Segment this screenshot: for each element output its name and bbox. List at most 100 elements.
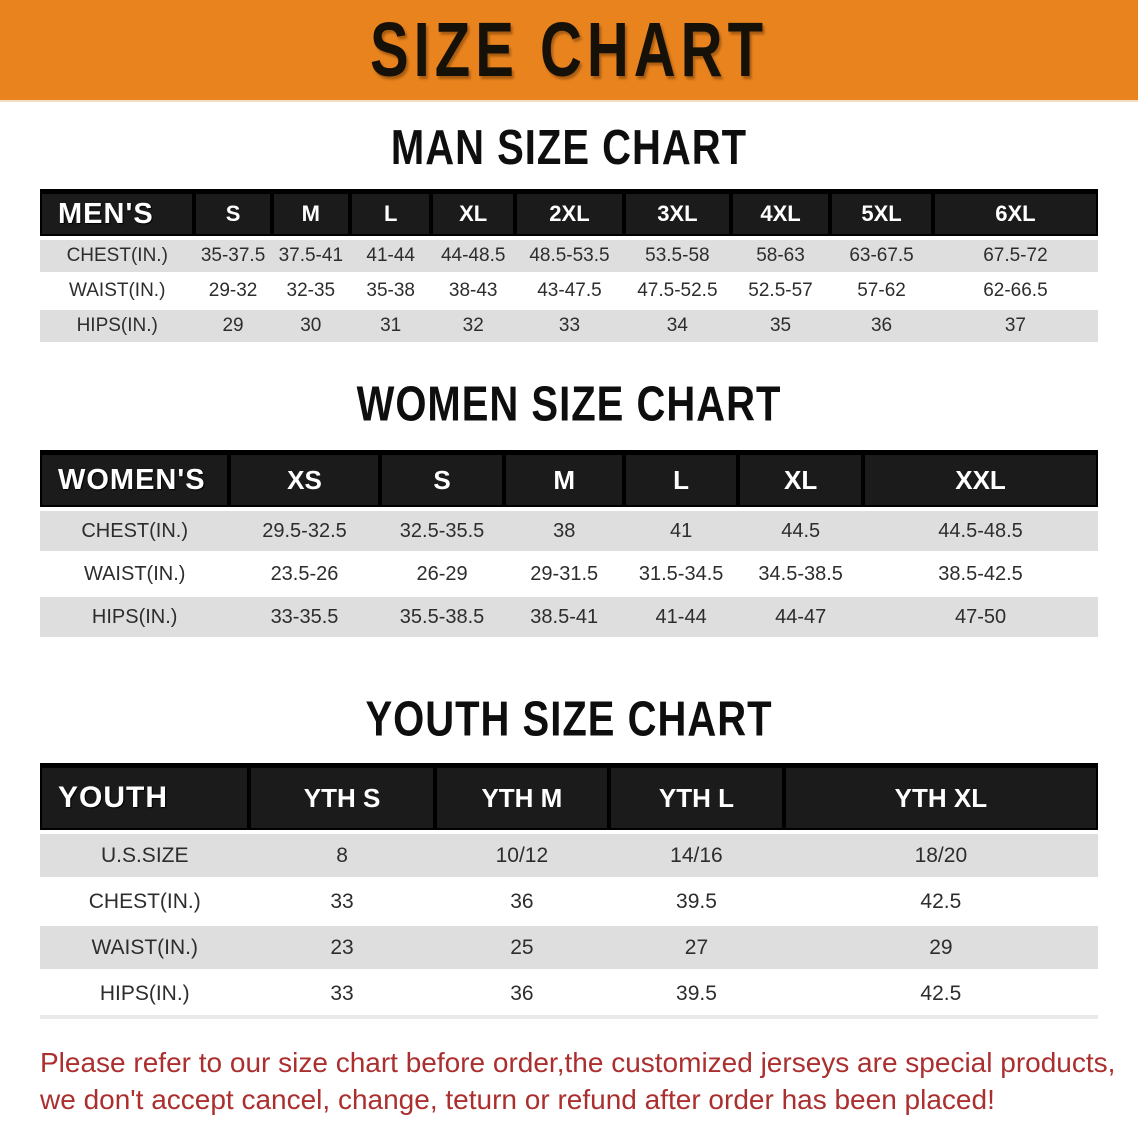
data-cell: 52.5-57 [730, 273, 831, 310]
man-size-chart-heading-text: MAN SIZE CHART [390, 121, 748, 175]
data-cell: 37 [932, 308, 1098, 345]
data-cell: 41 [624, 509, 739, 554]
data-cell: 29-31.5 [504, 552, 624, 597]
data-cell: 36 [830, 308, 933, 345]
data-cell: 23.5-26 [229, 552, 380, 597]
womens-size-table: WOMEN'S XS S M L XL XXL CHEST(IN.) 29.5-32.5 32.5… [40, 450, 1098, 640]
data-cell: 33-35.5 [229, 595, 380, 640]
data-cell: 37.5-41 [271, 238, 350, 275]
data-cell: 38.5-42.5 [863, 552, 1098, 597]
table-row: WAIST(IN.) 29-32 32-35 35-38 38-43 43-47.5 47.… [40, 273, 1098, 310]
data-cell: 58-63 [730, 238, 831, 275]
data-cell: 29 [194, 308, 272, 345]
data-cell: 39.5 [609, 878, 784, 926]
data-cell: 27 [609, 924, 784, 972]
table-row: HIPS(IN.) 33 36 39.5 42.5 [40, 970, 1098, 1019]
data-cell: 34 [623, 308, 731, 345]
data-cell: 44-48.5 [431, 238, 515, 275]
data-cell: 35 [730, 308, 831, 345]
row-label-cell: WAIST(IN.) [40, 273, 195, 310]
data-cell: 36 [434, 970, 610, 1019]
size-header-cell: XL [431, 189, 515, 240]
data-cell: 57-62 [830, 273, 933, 310]
size-header-cell: 2XL [514, 189, 624, 240]
data-cell: 31.5-34.5 [624, 552, 739, 597]
data-cell: 35.5-38.5 [379, 595, 505, 640]
data-cell: 36 [434, 878, 610, 926]
data-cell: 35-38 [349, 273, 432, 310]
data-cell: 33 [249, 970, 435, 1019]
data-cell: 23 [249, 924, 435, 972]
disclaimer-text: Please refer to our size chart before or… [40, 1045, 1115, 1119]
size-header-cell: YTH XL [783, 763, 1098, 834]
youth-size-chart-heading-text: YOUTH SIZE CHART [365, 693, 773, 747]
data-cell: 47-50 [863, 595, 1098, 640]
data-cell: 18/20 [783, 832, 1098, 880]
size-header-cell: S [379, 450, 505, 511]
data-cell: 44.5 [738, 509, 864, 554]
row-label-cell: WAIST(IN.) [40, 924, 250, 972]
size-header-cell: YTH L [609, 763, 784, 834]
size-chart-banner: SIZE CHART [0, 0, 1138, 102]
data-cell: 32.5-35.5 [379, 509, 505, 554]
data-cell: 62-66.5 [932, 273, 1098, 310]
data-cell: 29.5-32.5 [229, 509, 380, 554]
table-row: WAIST(IN.) 23.5-26 26-29 29-31.5 31.5-34.5 34… [40, 552, 1098, 597]
size-header-cell: 5XL [830, 189, 933, 240]
data-cell: 41-44 [349, 238, 432, 275]
size-header-cell: M [271, 189, 350, 240]
row-label-cell: U.S.SIZE [40, 832, 250, 880]
row-label-cell: HIPS(IN.) [40, 308, 195, 345]
youth-size-chart-heading: YOUTH SIZE CHART [0, 693, 1138, 747]
data-cell: 67.5-72 [932, 238, 1098, 275]
row-label-cell: CHEST(IN.) [40, 238, 195, 275]
mens-size-table: MEN'S S M L XL 2XL 3XL 4XL 5XL 6XL CHEST(IN.) 35-37… [40, 189, 1098, 345]
data-cell: 53.5-58 [623, 238, 731, 275]
data-cell: 41-44 [624, 595, 739, 640]
data-cell: 32 [431, 308, 515, 345]
size-header-cell: 3XL [623, 189, 731, 240]
size-header-cell: YTH S [249, 763, 435, 834]
table-row: U.S.SIZE 8 10/12 14/16 18/20 [40, 832, 1098, 880]
data-cell: 29 [783, 924, 1098, 972]
size-header-cell: S [194, 189, 272, 240]
data-cell: 35-37.5 [194, 238, 272, 275]
data-cell: 38-43 [431, 273, 515, 310]
data-cell: 33 [514, 308, 624, 345]
size-header-cell: XL [738, 450, 864, 511]
table-header-row: MEN'S S M L XL 2XL 3XL 4XL 5XL 6XL [40, 189, 1098, 240]
table-title-cell: WOMEN'S [40, 450, 230, 511]
data-cell: 38.5-41 [504, 595, 624, 640]
size-header-cell: M [504, 450, 624, 511]
data-cell: 10/12 [434, 832, 610, 880]
data-cell: 39.5 [609, 970, 784, 1019]
size-header-cell: 6XL [932, 189, 1098, 240]
table-row: HIPS(IN.) 33-35.5 35.5-38.5 38.5-41 41-44 44-… [40, 595, 1098, 640]
size-header-cell: L [349, 189, 432, 240]
data-cell: 34.5-38.5 [738, 552, 864, 597]
data-cell: 47.5-52.5 [623, 273, 731, 310]
row-label-cell: HIPS(IN.) [40, 970, 250, 1019]
data-cell: 32-35 [271, 273, 350, 310]
data-cell: 48.5-53.5 [514, 238, 624, 275]
table-row: HIPS(IN.) 29 30 31 32 33 34 35 36 37 [40, 308, 1098, 345]
data-cell: 63-67.5 [830, 238, 933, 275]
data-cell: 14/16 [609, 832, 784, 880]
row-label-cell: CHEST(IN.) [40, 878, 250, 926]
table-header-row: YOUTH YTH S YTH M YTH L YTH XL [40, 763, 1098, 834]
table-row: WAIST(IN.) 23 25 27 29 [40, 924, 1098, 972]
data-cell: 29-32 [194, 273, 272, 310]
data-cell: 30 [271, 308, 350, 345]
data-cell: 38 [504, 509, 624, 554]
table-row: CHEST(IN.) 33 36 39.5 42.5 [40, 878, 1098, 926]
table-title-cell: MEN'S [40, 189, 195, 240]
size-header-cell: YTH M [434, 763, 610, 834]
disclaimer-line-2: we don't accept cancel, change, teturn o… [40, 1083, 995, 1115]
size-header-cell: XXL [863, 450, 1098, 511]
data-cell: 42.5 [783, 970, 1098, 1019]
row-label-cell: WAIST(IN.) [40, 552, 230, 597]
table-row: CHEST(IN.) 29.5-32.5 32.5-35.5 38 41 44.5 44.5… [40, 509, 1098, 554]
size-header-cell: L [624, 450, 739, 511]
data-cell: 44-47 [738, 595, 864, 640]
